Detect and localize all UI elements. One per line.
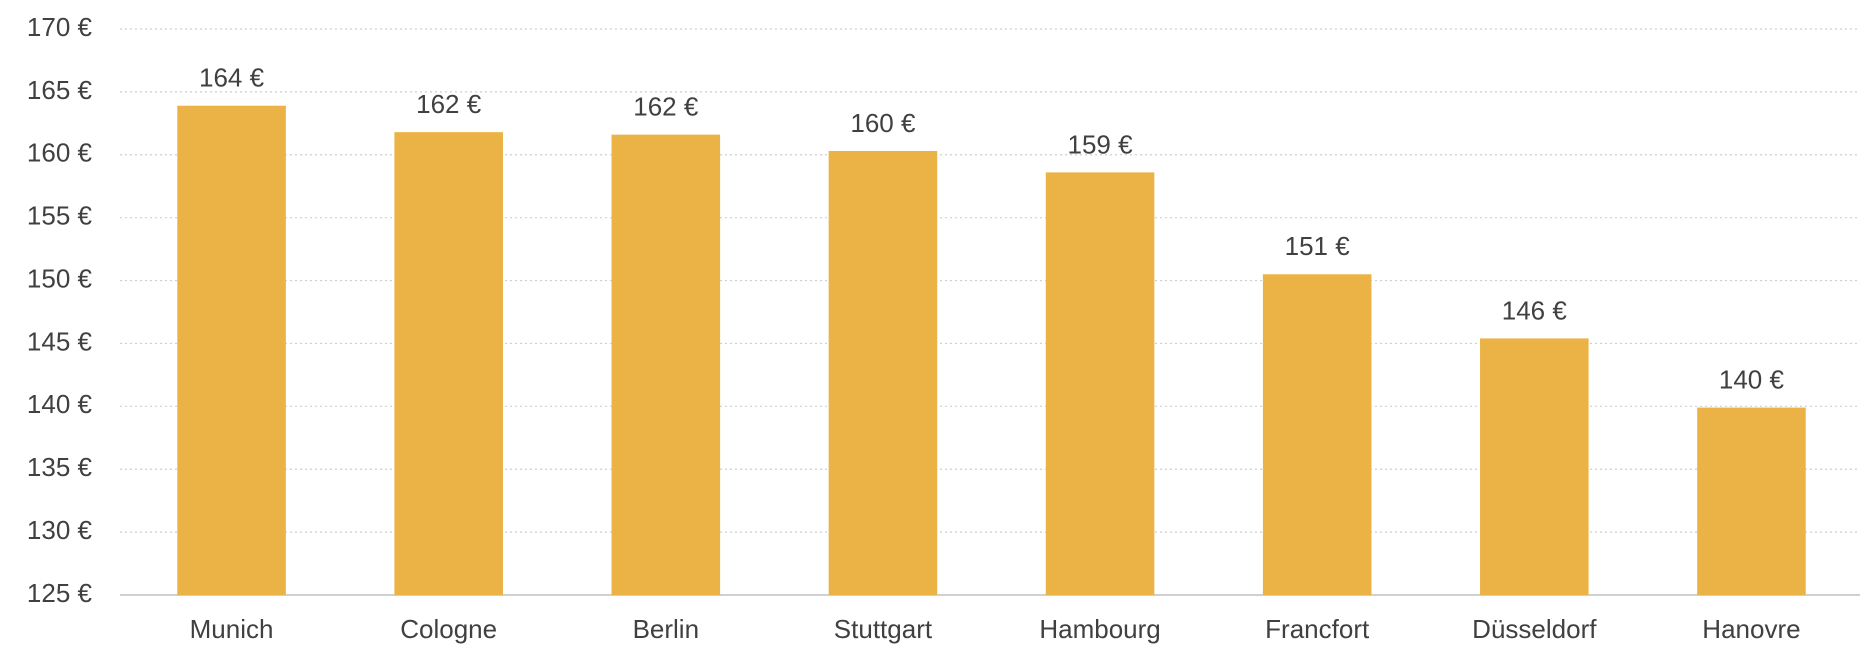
x-tick-label: Berlin: [633, 614, 699, 644]
bar: [828, 151, 938, 595]
y-tick-label: 155 €: [27, 201, 93, 231]
y-tick-label: 170 €: [27, 12, 93, 42]
bar: [1697, 407, 1806, 595]
bar: [1045, 172, 1155, 596]
x-tick-label: Munich: [190, 614, 274, 644]
x-tick-label: Francfort: [1265, 614, 1370, 644]
bar: [394, 132, 503, 596]
y-tick-label: 160 €: [27, 138, 93, 168]
y-tick-label: 140 €: [27, 389, 93, 419]
y-tick-label: 130 €: [27, 515, 93, 545]
x-tick-label: Stuttgart: [834, 614, 933, 644]
bar: [177, 105, 286, 596]
bar: [611, 134, 721, 596]
x-tick-label: Düsseldorf: [1472, 614, 1597, 644]
data-label: 159 €: [1068, 129, 1134, 159]
data-label: 146 €: [1502, 295, 1568, 325]
y-tick-label: 150 €: [27, 263, 93, 293]
data-label: 162 €: [416, 89, 482, 119]
data-label: 162 €: [633, 92, 699, 122]
data-label: 151 €: [1285, 231, 1351, 261]
bar: [1262, 274, 1372, 595]
x-tick-label: Hambourg: [1039, 614, 1160, 644]
x-tick-label: Cologne: [400, 614, 497, 644]
data-label: 160 €: [850, 108, 916, 138]
y-tick-label: 165 €: [27, 75, 93, 105]
data-label: 140 €: [1719, 364, 1785, 394]
y-tick-label: 145 €: [27, 326, 93, 356]
bar: [1480, 338, 1589, 595]
x-tick-label: Hanovre: [1702, 614, 1800, 644]
y-tick-label: 125 €: [27, 578, 93, 608]
y-tick-label: 135 €: [27, 452, 93, 482]
data-label: 164 €: [199, 63, 265, 93]
